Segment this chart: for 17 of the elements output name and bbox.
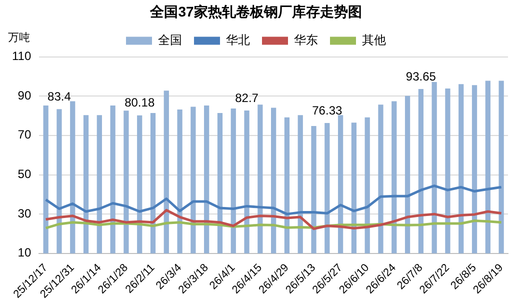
y-tick-label: 110 <box>12 49 32 64</box>
legend-label: 全国 <box>158 33 182 48</box>
data-label: 82.7 <box>235 90 259 105</box>
y-tick-label: 90 <box>18 88 32 102</box>
legend-label: 华东 <box>294 33 318 48</box>
y-tick-label: 70 <box>18 128 32 142</box>
data-label: 93.65 <box>406 69 436 84</box>
y-axis-title: 万吨 <box>8 31 30 44</box>
data-label: 80.18 <box>124 96 155 110</box>
y-tick-label: 10 <box>18 246 32 260</box>
legend-label: 其他 <box>362 33 386 48</box>
y-tick-label: 30 <box>18 206 32 220</box>
data-label: 83.4 <box>48 89 72 104</box>
y-tick-label: 50 <box>18 167 32 182</box>
legend-label: 华北 <box>226 33 250 48</box>
data-label: 76.33 <box>312 103 342 118</box>
chart-title: 全国37家热轧卷板钢厂库存走势图 <box>149 3 362 20</box>
